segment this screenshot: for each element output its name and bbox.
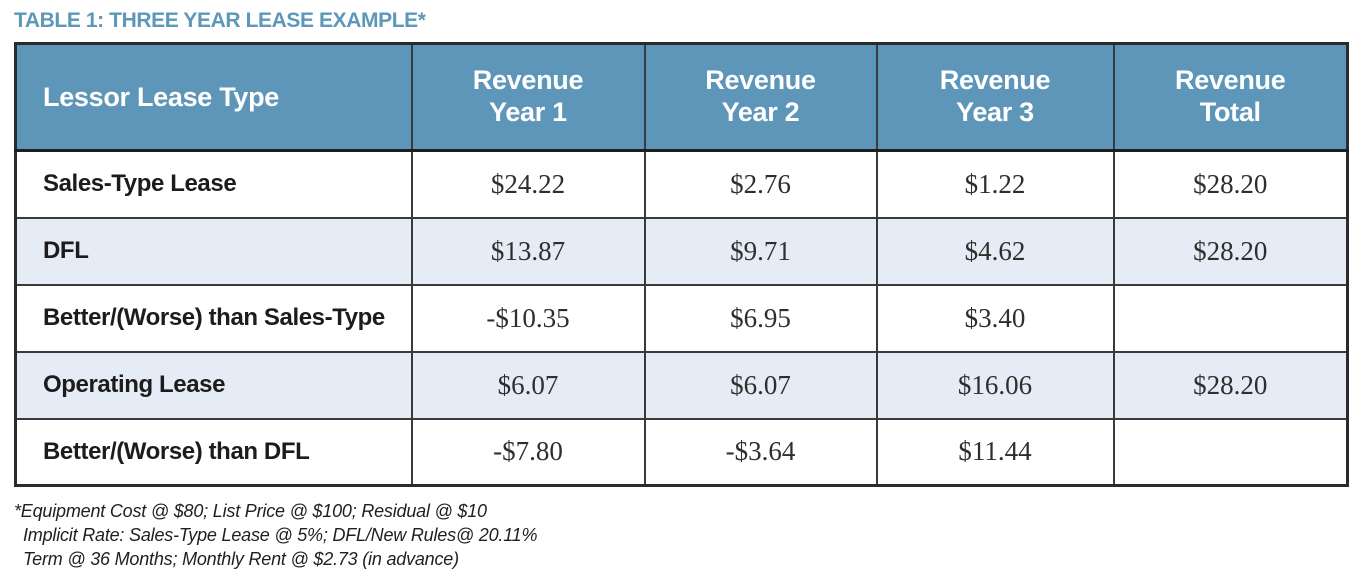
table-row-dfl: DFL $13.87 $9.71 $4.62 $28.20 <box>14 216 1349 286</box>
footnotes: *Equipment Cost @ $80; List Price @ $100… <box>14 500 1346 572</box>
cell-year2: -$3.64 <box>643 417 878 487</box>
cell-year2: $2.76 <box>643 149 878 219</box>
table-row-better-worse-than-sales-type: Better/(Worse) than Sales-Type -$10.35 $… <box>14 283 1349 353</box>
column-header-label: Revenue <box>939 65 1051 96</box>
cell-year3: $16.06 <box>875 350 1115 420</box>
cell-total: $28.20 <box>1112 149 1349 219</box>
column-header-label: Revenue <box>472 65 584 96</box>
cell-year3: $11.44 <box>875 417 1115 487</box>
column-header-label: Revenue <box>1175 65 1286 96</box>
column-header-revenue-year-1: Revenue Year 1 <box>410 42 646 152</box>
table-header: Lessor Lease Type Revenue Year 1 Revenue… <box>14 42 1349 152</box>
table-body: Sales-Type Lease $24.22 $2.76 $1.22 $28.… <box>14 149 1349 487</box>
cell-year1: $6.07 <box>410 350 646 420</box>
row-label: Better/(Worse) than DFL <box>14 417 413 487</box>
cell-year1: $24.22 <box>410 149 646 219</box>
cell-year2: $6.07 <box>643 350 878 420</box>
cell-year2: $9.71 <box>643 216 878 286</box>
footnote-line: Implicit Rate: Sales-Type Lease @ 5%; DF… <box>23 524 538 545</box>
cell-total: $28.20 <box>1112 350 1349 420</box>
row-label: Better/(Worse) than Sales-Type <box>14 283 413 353</box>
cell-total: $28.20 <box>1112 216 1349 286</box>
table-row-better-worse-than-dfl: Better/(Worse) than DFL -$7.80 -$3.64 $1… <box>14 417 1349 487</box>
column-header-label: Year 2 <box>721 97 800 127</box>
column-header-label: Revenue <box>705 65 816 96</box>
cell-year2: $6.95 <box>643 283 878 353</box>
footnote-line: *Equipment Cost @ $80; List Price @ $100… <box>14 501 487 521</box>
column-header-label: Year 3 <box>956 97 1034 127</box>
row-label: Operating Lease <box>14 350 413 420</box>
cell-year1: $13.87 <box>410 216 646 286</box>
column-header-revenue-year-2: Revenue Year 2 <box>643 42 878 152</box>
column-header-lessor-lease-type: Lessor Lease Type <box>14 42 413 152</box>
column-header-revenue-total: Revenue Total <box>1112 42 1349 152</box>
cell-year1: -$7.80 <box>410 417 646 487</box>
column-header-label: Year 1 <box>489 97 567 127</box>
cell-year3: $3.40 <box>875 283 1115 353</box>
cell-total <box>1112 417 1349 487</box>
table-row-sales-type-lease: Sales-Type Lease $24.22 $2.76 $1.22 $28.… <box>14 149 1349 219</box>
column-header-label: Lessor Lease Type <box>43 81 280 112</box>
table-title: TABLE 1: THREE YEAR LEASE EXAMPLE* <box>14 9 426 32</box>
cell-year3: $1.22 <box>875 149 1115 219</box>
column-header-label: Total <box>1199 97 1261 127</box>
footnote-line: Term @ 36 Months; Monthly Rent @ $2.73 (… <box>23 548 459 569</box>
lease-table: Lessor Lease Type Revenue Year 1 Revenue… <box>14 42 1349 487</box>
cell-year1: -$10.35 <box>410 283 646 353</box>
cell-total <box>1112 283 1349 353</box>
column-header-revenue-year-3: Revenue Year 3 <box>875 42 1115 152</box>
cell-year3: $4.62 <box>875 216 1115 286</box>
header-row: Lessor Lease Type Revenue Year 1 Revenue… <box>14 42 1349 152</box>
row-label: DFL <box>14 216 413 286</box>
row-label: Sales-Type Lease <box>14 149 413 219</box>
table-row-operating-lease: Operating Lease $6.07 $6.07 $16.06 $28.2… <box>14 350 1349 420</box>
